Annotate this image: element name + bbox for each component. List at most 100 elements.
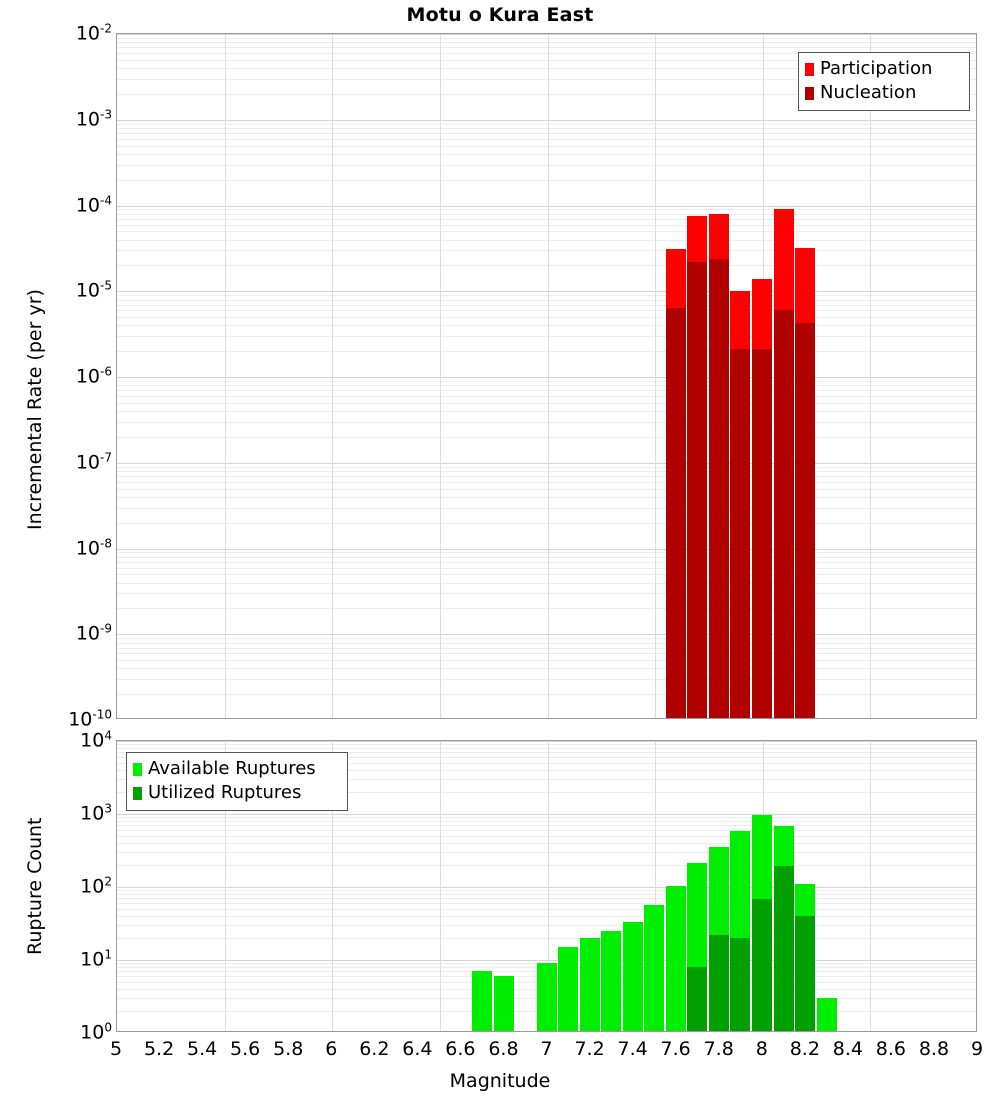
grid-line-minor — [117, 748, 976, 749]
grid-line-minor — [117, 825, 976, 826]
grid-line-minor — [117, 209, 976, 210]
grid-line-minor — [117, 68, 976, 69]
grid-line-minor — [117, 79, 976, 80]
x-axis-tick-label: 7.6 — [660, 1038, 691, 1060]
x-axis-tick-label: 8 — [755, 1038, 768, 1060]
bar-utilized-ruptures — [730, 938, 751, 1031]
x-axis-tick-label: 5.2 — [143, 1038, 175, 1060]
grid-line-minor — [117, 467, 976, 468]
grid-line-major — [117, 549, 976, 550]
grid-line-minor — [117, 42, 976, 43]
grid-line-minor — [117, 668, 976, 669]
grid-line-minor — [117, 325, 976, 326]
grid-line-minor — [117, 593, 976, 594]
grid-line-minor — [117, 916, 976, 917]
x-axis-tick-label: 5.4 — [186, 1038, 218, 1060]
grid-line-vertical — [548, 741, 549, 1031]
grid-line-minor — [117, 476, 976, 477]
grid-line-minor — [117, 336, 976, 337]
legend-swatch-icon — [133, 786, 142, 800]
x-axis-tick-label: 7 — [540, 1038, 553, 1060]
y-axis-tick-label: 10-8 — [75, 535, 112, 560]
y-axis-tick-label: 10-10 — [68, 707, 112, 731]
grid-line-minor — [117, 154, 976, 155]
grid-line-minor — [117, 385, 976, 386]
grid-line-minor — [117, 852, 976, 853]
grid-line-vertical — [225, 741, 226, 1031]
grid-line-vertical — [440, 34, 441, 718]
bar-nucleation — [708, 258, 729, 718]
bar-available-ruptures — [493, 976, 514, 1031]
x-axis-tick-label: 7.8 — [703, 1038, 734, 1060]
grid-line-minor — [117, 240, 976, 241]
bottom-y-axis-label: Rupture Count — [24, 817, 46, 956]
y-axis-tick-label: 101 — [80, 947, 112, 971]
grid-line-minor — [117, 146, 976, 147]
x-axis-label: Magnitude — [449, 1070, 551, 1092]
grid-line-vertical — [440, 741, 441, 1031]
grid-line-minor — [117, 219, 976, 220]
bar-utilized-ruptures — [708, 935, 729, 1031]
grid-line-minor — [117, 836, 976, 837]
grid-line-minor — [117, 843, 976, 844]
x-axis-tick-label: 6.8 — [488, 1038, 519, 1060]
legend-label: Available Ruptures — [148, 758, 316, 779]
grid-line-major — [117, 34, 976, 35]
bar-available-ruptures — [558, 947, 579, 1031]
x-axis-tick-label: 7.4 — [617, 1038, 648, 1060]
grid-line-major — [117, 291, 976, 292]
y-axis-tick-label: 10-7 — [75, 450, 112, 474]
grid-line-minor — [117, 792, 976, 793]
x-axis-tick-label: 5.6 — [230, 1038, 261, 1060]
top-chart-legend: Participation Nucleation — [798, 52, 970, 111]
top-y-axis-label: Incremental Rate (per yr) — [24, 289, 46, 530]
grid-line-minor — [117, 865, 976, 866]
grid-line-minor — [117, 568, 976, 569]
x-axis-tick-label: 6 — [325, 1038, 338, 1060]
legend-swatch-icon — [805, 86, 814, 100]
grid-line-minor — [117, 411, 976, 412]
bar-available-ruptures — [579, 938, 600, 1031]
grid-line-minor — [117, 752, 976, 753]
grid-line-major — [117, 814, 976, 815]
bar-nucleation — [751, 349, 772, 718]
grid-line-minor — [117, 770, 976, 771]
x-axis-tick-label: 8.8 — [918, 1038, 950, 1060]
x-axis-tick-label: 5.8 — [273, 1038, 304, 1060]
grid-line-minor — [117, 396, 976, 397]
grid-line-minor — [117, 60, 976, 61]
grid-line-minor — [117, 471, 976, 472]
grid-line-vertical — [655, 741, 656, 1031]
y-axis-tick-label: 100 — [80, 1020, 112, 1044]
grid-line-minor — [117, 250, 976, 251]
x-axis-tick-label: 8.6 — [875, 1038, 906, 1060]
y-axis-tick-label: 103 — [80, 801, 112, 825]
grid-line-major — [117, 463, 976, 464]
grid-line-minor — [117, 909, 976, 910]
y-axis-tick-label: 10-6 — [75, 364, 112, 388]
grid-line-major — [117, 960, 976, 961]
grid-line-minor — [117, 482, 976, 483]
grid-line-minor — [117, 757, 976, 758]
bottom-chart-legend: Available Ruptures Utilized Ruptures — [126, 752, 348, 811]
y-axis-tick-label: 104 — [80, 728, 112, 752]
legend-swatch-icon — [805, 62, 814, 76]
grid-line-minor — [117, 128, 976, 129]
grid-line-minor — [117, 763, 976, 764]
y-axis-tick-label: 10-3 — [75, 107, 112, 131]
legend-item: Utilized Ruptures — [133, 781, 340, 805]
grid-line-minor — [117, 583, 976, 584]
x-axis-tick-label: 5 — [109, 1038, 123, 1060]
grid-line-minor — [117, 694, 976, 695]
bar-utilized-ruptures — [751, 899, 772, 1031]
bar-nucleation — [687, 261, 708, 718]
bar-nucleation — [730, 349, 751, 718]
grid-line-minor — [117, 508, 976, 509]
legend-swatch-icon — [133, 762, 142, 776]
grid-line-minor — [117, 139, 976, 140]
grid-line-minor — [117, 608, 976, 609]
grid-line-minor — [117, 779, 976, 780]
grid-line-major — [117, 206, 976, 207]
grid-line-vertical — [548, 34, 549, 718]
grid-line-minor — [117, 124, 976, 125]
